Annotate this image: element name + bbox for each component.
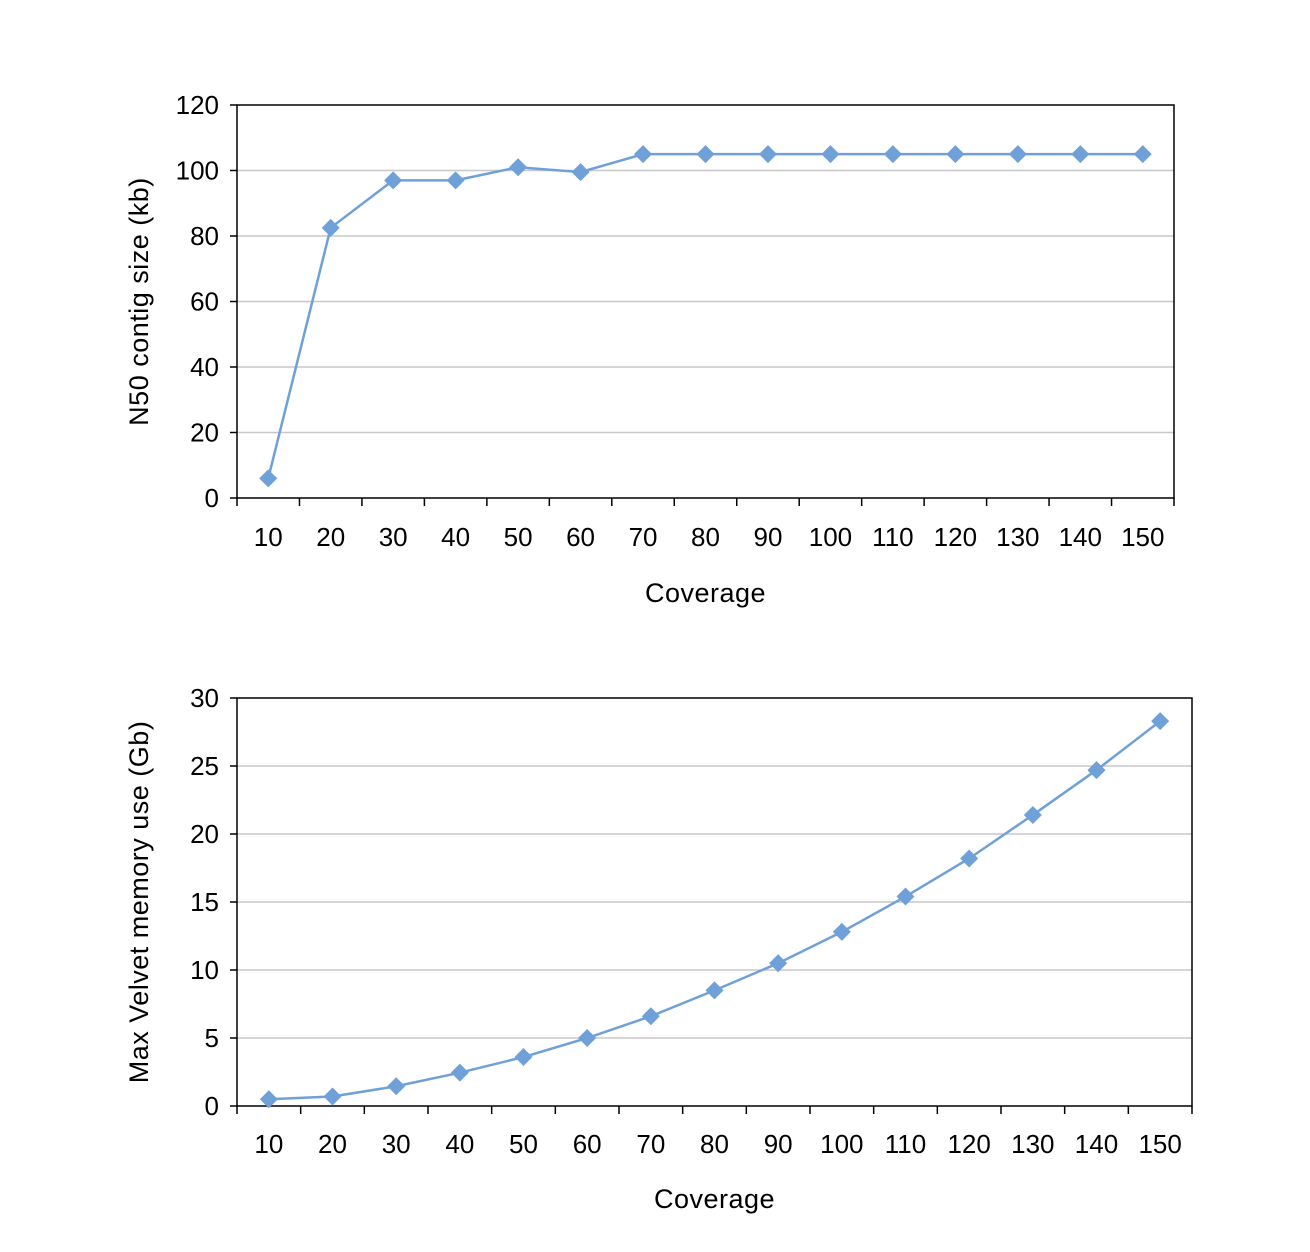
x-tick-label: 110 [885,1129,926,1159]
x-tick-label: 100 [820,1129,863,1159]
x-tick-label: 40 [445,1129,474,1159]
x-tick-label: 40 [441,522,470,552]
x-tick-label: 60 [566,522,595,552]
y-tick-label: 5 [205,1023,219,1053]
data-point [883,145,902,164]
y-tick-label: 80 [190,221,219,251]
y-tick-label: 20 [190,418,219,448]
x-tick-label: 30 [382,1129,411,1159]
data-point [696,145,715,164]
data-point [509,158,528,177]
data-point [259,1090,278,1109]
x-tick-label: 80 [700,1129,729,1159]
x-axis-title: Coverage [645,578,766,608]
x-tick-label: 90 [754,522,783,552]
data-point [1151,712,1170,731]
y-axis-title: Max Velvet memory use (Gb) [124,721,154,1084]
data-point [1071,145,1090,164]
data-point [321,218,340,237]
data-point [384,171,403,190]
data-point [514,1048,533,1067]
y-tick-label: 0 [205,1091,219,1121]
data-point [578,1029,597,1047]
x-tick-label: 60 [573,1129,602,1159]
data-point [960,849,979,868]
data-point [832,922,851,941]
x-tick-label: 100 [809,522,852,552]
y-tick-label: 120 [176,90,219,120]
x-tick-label: 120 [934,522,977,552]
x-tick-label: 140 [1059,522,1102,552]
data-point [1023,805,1042,824]
data-point [450,1063,469,1082]
x-tick-label: 10 [254,1129,283,1159]
data-point [571,163,590,182]
x-tick-label: 20 [316,522,345,552]
y-tick-label: 100 [176,156,219,186]
data-point [323,1087,342,1106]
y-tick-label: 15 [190,887,219,917]
y-tick-label: 60 [190,287,219,317]
data-point [259,469,278,488]
y-tick-label: 10 [190,955,219,985]
data-point [1087,761,1106,780]
x-tick-label: 110 [872,522,913,552]
series-line [268,720,1161,1101]
data-point [634,145,653,164]
x-tick-label: 10 [254,522,283,552]
series-line [267,152,1143,479]
x-tick-label: 120 [947,1129,990,1159]
data-point [1008,145,1027,164]
y-axis-title: N50 contig size (kb) [124,177,154,426]
x-tick-label: 70 [636,1129,665,1159]
data-point [821,145,840,164]
data-point [946,145,965,164]
data-point [1133,145,1152,164]
y-tick-label: 30 [190,683,219,713]
y-tick-label: 25 [190,751,219,781]
x-tick-label: 140 [1075,1129,1118,1159]
x-tick-label: 20 [318,1129,347,1159]
data-point [758,145,777,164]
x-tick-label: 50 [509,1129,538,1159]
data-point [446,171,465,190]
data-point [896,887,915,906]
data-point [387,1077,406,1096]
x-tick-label: 150 [1138,1129,1181,1159]
data-point [769,954,788,973]
x-tick-label: 70 [629,522,658,552]
x-tick-label: 30 [379,522,408,552]
x-tick-label: 150 [1121,522,1164,552]
memory-chart: 0 5 10 15 20 25 30 10 20 30 40 50 60 70 80 90 100 110 120 1… [124,683,1193,1214]
x-tick-label: 130 [996,522,1039,552]
data-point [705,981,724,1000]
n50-chart: 0 20 40 60 80 100 120 10 20 30 40 50 60 70 80 90 100 110 1… [124,90,1175,608]
x-tick-label: 80 [691,522,720,552]
x-tick-label: 50 [504,522,533,552]
y-tick-label: 20 [190,819,219,849]
x-tick-label: 90 [764,1129,793,1159]
data-point [641,1007,660,1026]
y-tick-label: 40 [190,352,219,382]
x-tick-label: 130 [1011,1129,1054,1159]
y-tick-label: 0 [205,483,219,513]
x-axis-title: Coverage [654,1184,775,1214]
